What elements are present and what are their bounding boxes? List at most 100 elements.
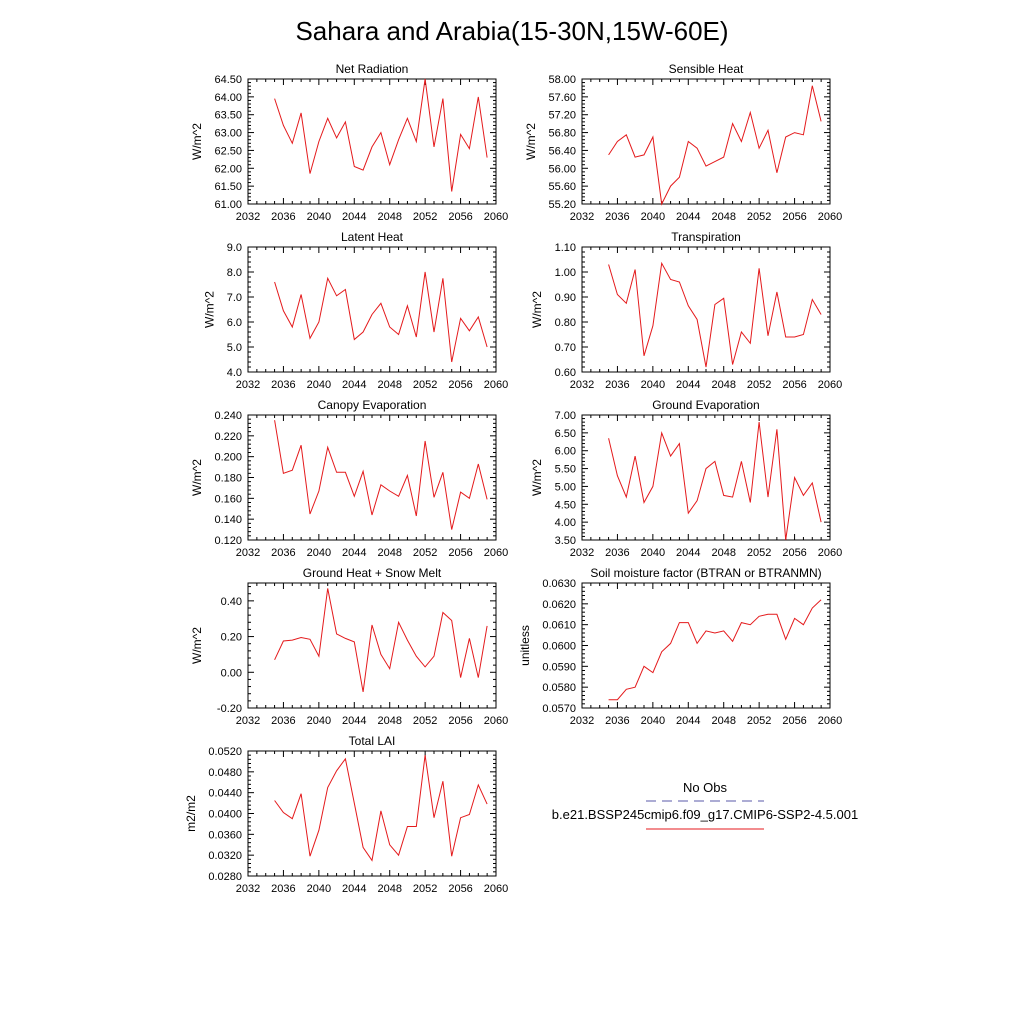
series-line [274, 271, 488, 363]
x-tick-label: 2040 [307, 379, 331, 391]
plot-frame [581, 246, 831, 373]
chart-panel: Total LAI 2032 2036 2040 2044 2048 2052 2056 206… [184, 734, 508, 895]
y-tick-label: 0.0400 [208, 809, 242, 821]
y-tick-label: 0.160 [214, 493, 242, 505]
series-line [608, 85, 822, 206]
y-tick-label: 56.00 [548, 163, 576, 175]
x-tick-label: 2044 [342, 211, 366, 223]
y-tick-label: 6.0 [227, 317, 242, 329]
x-tick-label: 2032 [570, 211, 594, 223]
panels-group: Net Radiation 2032 2036 2040 2044 2048 2052 205… [184, 62, 842, 895]
y-axis-label: W/m^2 [202, 291, 216, 328]
y-tick-label: 0.40 [221, 596, 242, 608]
y-tick-label: 0.240 [214, 410, 242, 422]
x-tick-label: 2032 [570, 547, 594, 559]
y-tick-label: 9.0 [227, 242, 242, 254]
x-tick-label: 2036 [271, 883, 295, 895]
panel-title: Ground Heat + Snow Melt [303, 566, 442, 580]
y-tick-label: 4.0 [227, 367, 242, 379]
x-tick-label: 2040 [641, 379, 665, 391]
x-tick-label: 2048 [377, 883, 401, 895]
x-tick-label: 2044 [342, 379, 366, 391]
x-tick-label: 2060 [818, 715, 842, 727]
x-tick-label: 2036 [271, 379, 295, 391]
x-tick-label: 2052 [413, 883, 437, 895]
y-tick-label: 0.200 [214, 452, 242, 464]
x-tick-label: 2040 [307, 883, 331, 895]
panel-title: Latent Heat [341, 230, 404, 244]
x-tick-label: 2036 [271, 715, 295, 727]
y-tick-label: 0.0580 [542, 682, 576, 694]
x-tick-label: 2032 [236, 715, 260, 727]
x-tick-label: 2052 [413, 379, 437, 391]
y-tick-label: -0.20 [217, 703, 242, 715]
figure-title: Sahara and Arabia(15-30N,15W-60E) [295, 16, 728, 46]
series-line [274, 588, 488, 692]
y-axis-label: unitless [518, 625, 532, 666]
y-tick-label: 0.0630 [542, 578, 576, 590]
y-tick-label: 57.60 [548, 92, 576, 104]
x-tick-label: 2036 [605, 211, 629, 223]
y-tick-label: 8.0 [227, 267, 242, 279]
x-tick-label: 2052 [747, 715, 771, 727]
series-line [274, 755, 488, 862]
series-line [274, 78, 488, 192]
x-tick-label: 2044 [342, 547, 366, 559]
y-tick-label: 64.00 [214, 92, 242, 104]
x-tick-label: 2040 [641, 211, 665, 223]
y-tick-label: 55.20 [548, 199, 576, 211]
y-tick-label: 55.60 [548, 181, 576, 193]
x-tick-label: 2032 [236, 547, 260, 559]
x-tick-label: 2060 [484, 883, 508, 895]
y-tick-label: 0.80 [555, 317, 576, 329]
x-tick-label: 2060 [484, 715, 508, 727]
y-tick-label: 64.50 [214, 74, 242, 86]
y-tick-label: 58.00 [548, 74, 576, 86]
x-tick-label: 2048 [711, 547, 735, 559]
x-tick-label: 2032 [570, 379, 594, 391]
y-tick-label: 57.20 [548, 110, 576, 122]
panel-title: Total LAI [349, 734, 396, 748]
x-tick-label: 2044 [676, 715, 700, 727]
plot-frame [247, 414, 497, 541]
x-tick-label: 2052 [747, 379, 771, 391]
chart-panel: Canopy Evaporation 2032 2036 2040 2044 2048 20… [190, 398, 508, 559]
plot-frame [247, 246, 497, 373]
y-tick-label: 1.00 [555, 267, 576, 279]
x-tick-label: 2044 [342, 715, 366, 727]
x-tick-label: 2032 [236, 211, 260, 223]
y-tick-label: 4.00 [555, 517, 576, 529]
x-tick-label: 2048 [711, 715, 735, 727]
y-axis-label: W/m^2 [190, 123, 204, 160]
x-tick-label: 2048 [377, 547, 401, 559]
y-tick-label: 0.0600 [542, 641, 576, 653]
y-tick-label: 61.50 [214, 181, 242, 193]
x-tick-label: 2056 [782, 547, 806, 559]
x-tick-label: 2056 [448, 715, 472, 727]
y-tick-label: 0.0610 [542, 620, 576, 632]
x-tick-label: 2040 [307, 715, 331, 727]
y-axis-label: W/m^2 [190, 627, 204, 664]
y-tick-label: 63.50 [214, 110, 242, 122]
y-tick-label: 0.0320 [208, 850, 242, 862]
x-tick-label: 2056 [448, 883, 472, 895]
y-tick-label: 0.0520 [208, 746, 242, 758]
x-tick-label: 2056 [448, 379, 472, 391]
panel-title: Net Radiation [336, 62, 409, 76]
plot-frame [581, 582, 831, 709]
y-tick-label: 56.80 [548, 128, 576, 140]
legend: No Obs b.e21.BSSP245cmip6.f09_g17.CMIP6-… [552, 780, 858, 830]
x-tick-label: 2060 [484, 547, 508, 559]
y-tick-label: 0.00 [221, 667, 242, 679]
y-tick-label: 0.0620 [542, 599, 576, 611]
y-tick-label: 0.120 [214, 535, 242, 547]
y-tick-label: 62.00 [214, 163, 242, 175]
chart-panel: Sensible Heat 2032 2036 2040 2044 2048 2052 205… [524, 62, 842, 223]
panel-title: Transpiration [671, 230, 741, 244]
x-tick-label: 2048 [711, 211, 735, 223]
y-tick-label: 0.0590 [542, 661, 576, 673]
x-tick-label: 2036 [605, 379, 629, 391]
x-tick-label: 2060 [484, 211, 508, 223]
y-tick-label: 0.180 [214, 473, 242, 485]
